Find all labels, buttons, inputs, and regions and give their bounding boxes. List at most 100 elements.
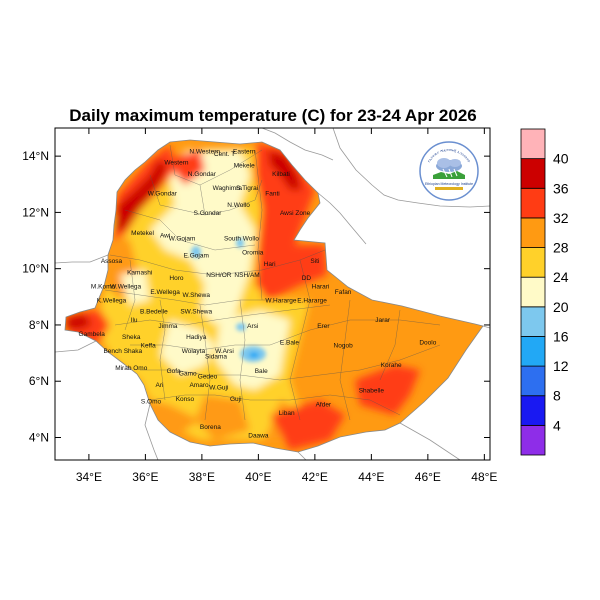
region-label: Cent. T [214,151,235,158]
region-label: Assosa [101,258,123,265]
colorbar-label: 8 [553,388,561,404]
region-label: W.Gondar [148,191,178,198]
region-label: Borena [200,424,221,431]
region-label: S.Gondar [194,210,223,217]
region-label: Arsi [247,323,258,330]
x-tick-label: 48°E [471,470,497,484]
colorbar-bin [520,158,546,189]
y-tick-label: 14°N [22,149,49,163]
region-label: Korahe [381,362,402,369]
landscape-icon [433,171,465,179]
x-tick-label: 44°E [358,470,384,484]
region-label: E.Gojam [184,252,209,259]
region-label: Kamashi [127,269,152,276]
colorbar-bin [520,217,546,248]
logo-bottom-text: Ethiopian Meteorology Institute [425,182,473,186]
region-label: Kilbati [272,171,290,178]
y-tick-label: 8°N [29,318,49,332]
y-tick-label: 6°N [29,374,49,388]
region-label: K.Wellega [97,297,127,304]
institute-logo: የኢትዮጵያ ሚቲዎሮሎጂ ኢንስቲትዩት Ethiopian Meteorol… [419,141,479,201]
region-label: S.Tigrai [236,185,258,192]
region-label: Gedeo [198,373,218,380]
colorbar-bin [520,187,546,219]
region-label: W.Hararge [265,297,296,304]
colorbar-label: 36 [553,180,569,196]
logo-banner [435,187,463,190]
region-label: Gambela [79,331,106,338]
region-label: Gofa [167,368,181,375]
region-label: N.Wollo [227,202,250,209]
colorbar-label: 40 [553,151,569,167]
region-label: Keffa [141,342,156,349]
region-label: W.Arsi [215,348,234,355]
region-label: Western [164,160,188,167]
colorbar-bin [520,247,546,278]
colorbar-bin [520,365,546,397]
x-tick-label: 42°E [302,470,328,484]
region-label: Eastern [233,148,256,155]
colorbar-bin [520,128,546,160]
region-label: Fanti [265,191,279,198]
x-tick-label: 46°E [415,470,441,484]
region-label: Metekel [131,230,154,237]
region-label: South Wollo [224,236,259,243]
region-label: Nogob [334,342,354,349]
region-label: Erer [317,323,330,330]
region-label: B.Bedelle [140,309,168,316]
region-label: Ilu [131,317,138,324]
region-label: Hari [264,261,276,268]
region-label: Bench Shaka [103,348,142,355]
region-label: E.Bale [280,340,300,347]
map-title: Daily maximum temperature (C) for 23-24 … [69,106,477,125]
region-label: DD [302,275,312,282]
region-label: Amaro [189,382,209,389]
region-label: Mekele [234,162,255,169]
region-label: Siti [310,258,319,265]
y-tick-label: 10°N [22,262,49,276]
x-tick-label: 36°E [132,470,158,484]
region-label: Fafan [335,289,352,296]
colorbar-label: 24 [553,269,569,285]
region-label: Ari [156,382,164,389]
region-label: Waghimra [213,185,243,192]
region-label: E.Hararge [297,297,327,304]
colorbar-bin [520,424,546,456]
colorbar-label: 28 [553,240,569,256]
region-label: S.Omo [141,399,162,406]
colorbar-label: 16 [553,328,569,344]
region-label: Bale [255,368,268,375]
region-label: W.Gojam [169,236,196,243]
axis-ticks: 34°E 36°E 38°E 40°E 42°E 44°E 46°E 48°E 14°N 12°N… [22,128,497,484]
region-label: Doolo [419,340,436,347]
x-tick-label: 34°E [76,470,102,484]
region-label: Wolayta [182,348,206,355]
x-tick-label: 38°E [189,470,215,484]
region-label: Oromia [242,250,264,257]
region-label: Hadiya [186,334,207,341]
region-label: Sheka [122,334,141,341]
region-label: Awi [160,233,170,240]
region-label: Sidama [205,354,227,361]
region-label: Harari [312,283,330,290]
region-label: Awsi Zone [280,210,311,217]
colorbar-label: 4 [553,417,561,433]
region-label: Konso [176,396,195,403]
neighbor-borders [55,128,490,460]
y-tick-label: 4°N [29,430,49,444]
region-label: NSH/OR [206,272,232,279]
colorbar-label: 20 [553,299,569,315]
region-label: M.Komo [91,283,116,290]
region-label: Shabelle [359,387,385,394]
colorbar: 4 8 12 16 20 24 28 32 36 40 [520,128,569,456]
region-label: W.Wellega [110,283,141,290]
colorbar-label: 32 [553,210,569,226]
region-label: Jarar [375,317,391,324]
region-label: Horo [169,275,183,282]
region-label: W.Guji [209,385,228,392]
region-label: SW.Shewa [180,309,212,316]
region-label: Guji [230,396,242,403]
region-label: Liban [279,410,295,417]
region-label: E.Wellega [150,289,180,296]
